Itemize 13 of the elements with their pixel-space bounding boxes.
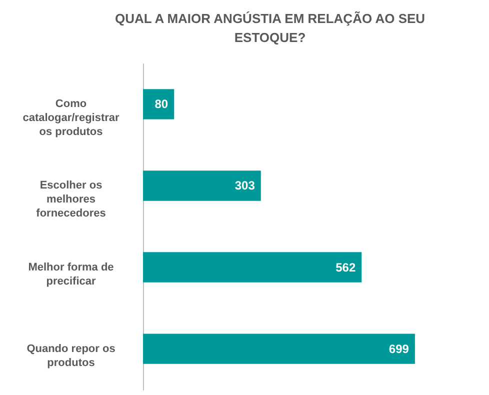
bar	[143, 252, 362, 282]
chart-title: QUAL A MAIOR ANGÚSTIA EM RELAÇÃO AO SEU ESTOQUE?	[114, 11, 426, 45]
y-tick-label: Como catalogar/registrar os produtos	[22, 98, 120, 138]
data-label: 562	[336, 260, 356, 274]
data-label: 303	[234, 178, 256, 193]
bar	[143, 334, 415, 364]
data-label: 699	[388, 342, 410, 356]
y-tick-label: Melhor forma de precificar	[28, 261, 114, 288]
bar	[143, 89, 174, 120]
data-label: 80	[154, 97, 168, 112]
y-tick-label: Quando repor os produtos	[26, 342, 116, 369]
bar	[143, 170, 261, 201]
y-tick-label: Escolher os melhores fornecedores	[36, 180, 106, 220]
